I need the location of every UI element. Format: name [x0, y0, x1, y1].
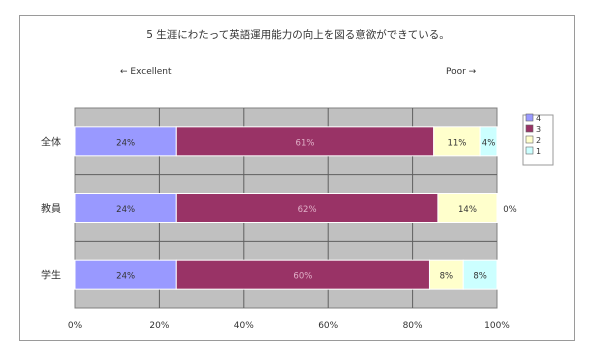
data-label: 14% — [458, 205, 477, 215]
data-label: 0% — [503, 205, 517, 215]
bar-segment-4 — [74, 193, 177, 223]
chart-title: 5 生涯にわたって英語運用能力の向上を図る意欲ができている。 — [146, 28, 450, 41]
subtitle-excellent: ← Excellent — [120, 67, 172, 77]
legend-swatch-1 — [525, 146, 534, 155]
category-label: 学生 — [41, 269, 61, 282]
bar-segment-4 — [74, 259, 177, 290]
legend-swatch-4 — [525, 113, 534, 122]
bar-segment-3 — [175, 259, 430, 290]
x-tick-label: 100% — [484, 321, 510, 331]
bar-segment-3 — [175, 193, 439, 223]
data-label: 4% — [482, 138, 496, 148]
legend-label-4: 4 — [536, 114, 541, 123]
category-label: 全体 — [41, 135, 61, 148]
subtitle-poor: Poor → — [446, 67, 477, 77]
x-tick-label: 80% — [403, 321, 423, 331]
bar-segment-2 — [433, 126, 481, 157]
x-tick-label: 20% — [149, 321, 169, 331]
legend-label-2: 2 — [536, 136, 541, 145]
data-label: 60% — [293, 272, 312, 282]
legend-label-1: 1 — [536, 147, 541, 156]
bar-segment-2 — [437, 193, 498, 223]
data-label: 8% — [440, 272, 454, 282]
data-label: 62% — [298, 205, 317, 215]
x-tick-label: 60% — [318, 321, 338, 331]
data-label: 11% — [447, 138, 466, 148]
legend-swatch-3 — [525, 124, 534, 133]
legend-swatch-2 — [525, 135, 534, 144]
category-label: 教員 — [41, 202, 61, 215]
legend-label-3: 3 — [536, 125, 541, 134]
data-label: 61% — [296, 138, 315, 148]
data-label: 24% — [116, 272, 135, 282]
chart-frame: 5 生涯にわたって英語運用能力の向上を図る意欲ができている。 ← Excellen… — [19, 15, 575, 341]
bar-segment-1 — [479, 126, 498, 157]
x-tick-label: 40% — [234, 321, 254, 331]
data-label: 8% — [473, 272, 487, 282]
data-label: 24% — [116, 205, 135, 215]
bar-segment-1 — [462, 259, 498, 290]
chart-svg: 5 生涯にわたって英語運用能力の向上を図る意欲ができている。 ← Excellen… — [41, 28, 554, 331]
bar-segment-2 — [428, 259, 464, 290]
data-label: 24% — [116, 138, 135, 148]
x-tick-label: 0% — [68, 321, 83, 331]
